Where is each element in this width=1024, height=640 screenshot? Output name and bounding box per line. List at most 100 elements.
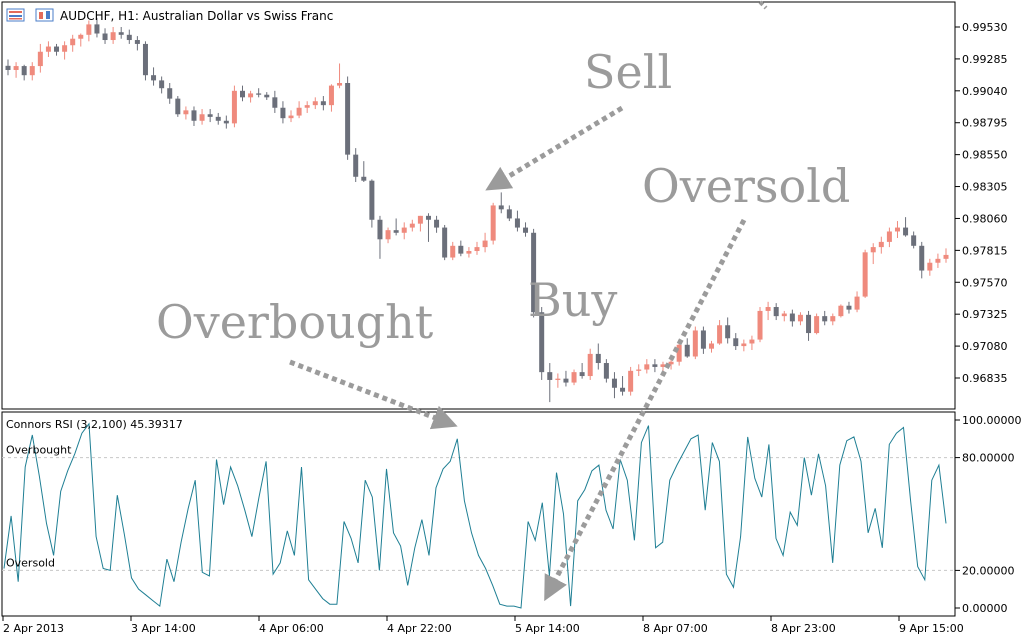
candle-body	[894, 227, 900, 232]
candle-body	[62, 45, 68, 52]
time-axis-label: 3 Apr 14:00	[131, 622, 196, 635]
candle	[830, 313, 836, 326]
candle	[725, 317, 731, 344]
candle	[684, 338, 690, 358]
price-chart-frame	[1, 1, 956, 410]
candle-body	[757, 310, 763, 340]
candle-body	[118, 32, 124, 35]
candle	[126, 29, 132, 44]
candle-body	[280, 107, 286, 119]
candle-body	[781, 313, 787, 317]
candle	[328, 84, 334, 112]
price-chart-pane[interactable]	[1, 1, 956, 410]
candle-body	[652, 364, 658, 367]
candle	[288, 110, 294, 123]
candle	[280, 101, 286, 124]
candle-body	[345, 83, 351, 155]
candle	[603, 359, 609, 383]
candle	[199, 109, 205, 125]
candle	[134, 36, 140, 51]
candle	[870, 243, 876, 265]
candle	[595, 343, 601, 370]
candle-body	[442, 227, 448, 258]
candle-body	[151, 75, 157, 81]
candle-body	[134, 40, 140, 44]
candle-body	[288, 115, 294, 119]
candle	[894, 221, 900, 238]
candle	[700, 326, 706, 354]
candle	[555, 373, 561, 388]
candle	[692, 326, 698, 360]
overbought-label: Overbought	[156, 295, 434, 349]
candle-body	[361, 176, 367, 181]
candle-body	[838, 305, 844, 317]
candle	[151, 67, 157, 86]
candle	[523, 222, 529, 237]
candle	[167, 83, 173, 104]
candle	[264, 92, 270, 100]
candle-body	[490, 205, 496, 241]
candle-body	[700, 330, 706, 349]
candle-body	[903, 227, 909, 236]
candle-body	[337, 83, 343, 86]
candle	[256, 88, 262, 98]
overbought-level-label: Overbought	[6, 444, 72, 457]
candle	[434, 215, 440, 233]
candle	[620, 376, 626, 396]
candle	[409, 219, 415, 232]
candle-body	[231, 90, 237, 124]
candle-body	[223, 120, 229, 124]
oversold-label: Oversold	[642, 159, 850, 213]
candle-body	[603, 363, 609, 379]
candle-body	[814, 316, 820, 334]
candle-body	[142, 43, 148, 76]
candle-body	[870, 247, 876, 253]
annotations-overlay: Sell Oversold Buy Overbought	[156, 0, 850, 602]
candle	[911, 231, 917, 249]
indicator-axis-label: 20.00000	[962, 564, 1015, 577]
candle-body	[240, 90, 245, 98]
candle	[797, 312, 803, 326]
candle-body	[45, 46, 51, 52]
candle	[272, 90, 278, 113]
candle	[838, 304, 844, 318]
candle-body	[450, 245, 456, 258]
candle	[312, 97, 318, 110]
candle	[385, 227, 391, 244]
candle-body	[328, 85, 334, 106]
candle	[644, 359, 650, 374]
candle	[757, 307, 763, 343]
one-click-trading-icon[interactable]	[35, 8, 54, 22]
candle-body	[692, 330, 698, 357]
candle	[142, 41, 148, 81]
buy-label: Buy	[528, 273, 617, 327]
candle-body	[830, 316, 836, 322]
sell-arrow	[485, 105, 624, 191]
candle	[70, 34, 76, 52]
indicator-frame	[1, 411, 956, 617]
candle	[676, 342, 682, 366]
candle-body	[846, 305, 852, 310]
candle-body	[644, 364, 650, 370]
price-axis-label: 0.99040	[962, 85, 1008, 98]
candle-body	[458, 245, 464, 254]
candle-body	[717, 325, 723, 344]
candle	[862, 249, 868, 298]
candle-body	[369, 180, 375, 220]
chart-properties-icon[interactable]	[6, 8, 25, 22]
indicator-pane[interactable]: Connors RSI (3,2,100) 45.39317 Overbough…	[1, 411, 956, 617]
candle	[822, 310, 828, 326]
indicator-axis-label: 80.00000	[962, 452, 1015, 465]
candle	[37, 43, 43, 73]
candle-body	[555, 378, 561, 380]
candle	[587, 348, 593, 380]
chart-header: AUDCHF, H1: Australian Dollar vs Swiss F…	[6, 8, 333, 23]
indicator-axis-label: 100.00000	[962, 414, 1022, 427]
candle-body	[943, 254, 949, 259]
time-axis: 2 Apr 2013 3 Apr 14:00 4 Apr 06:00 4 Apr 22…	[2, 616, 964, 635]
price-axis-label: 0.99530	[962, 21, 1008, 34]
candle	[110, 27, 116, 44]
time-axis-label: 4 Apr 22:00	[387, 622, 452, 635]
candle-body	[919, 245, 925, 271]
